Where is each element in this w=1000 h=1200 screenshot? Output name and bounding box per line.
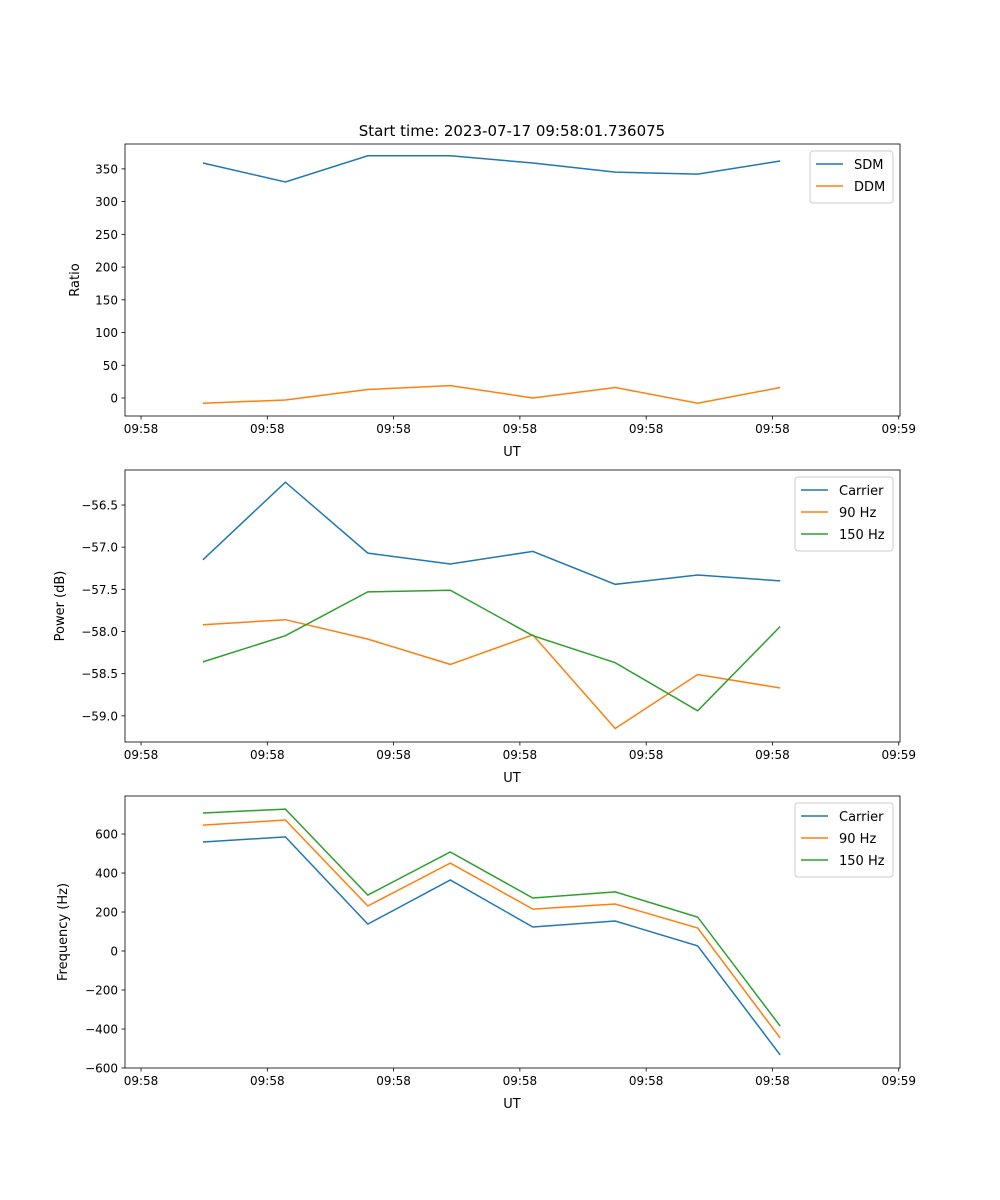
legend-label: 150 Hz	[839, 528, 885, 543]
y-axis-label-3: Frequency (Hz)	[56, 883, 71, 981]
x-tick-label: 09:58	[755, 422, 790, 436]
series-line-150-hz	[202, 589, 781, 712]
legend-label: 90 Hz	[839, 832, 876, 847]
y-tick-label: −400	[85, 1023, 118, 1037]
x-tick-label: 09:58	[124, 748, 159, 762]
x-tick-label: 09:58	[376, 1074, 411, 1088]
x-tick-label: 09:58	[629, 1074, 664, 1088]
x-tick-label: 09:58	[755, 1074, 790, 1088]
y-tick-label: −56.5	[81, 499, 118, 513]
legend-label: SDM	[854, 158, 883, 173]
series-line-90-hz	[202, 618, 781, 730]
series-line-carrier	[202, 481, 781, 586]
x-tick-label: 09:58	[503, 422, 538, 436]
series-line-carrier	[202, 836, 781, 1056]
y-tick-label: 100	[95, 326, 118, 340]
y-tick-label: −58.0	[81, 625, 118, 639]
series-line-150-hz	[202, 808, 781, 1027]
y-axis-label-2: Power (dB)	[53, 571, 68, 642]
legend-label: 150 Hz	[839, 854, 885, 869]
y-tick-label: −59.0	[81, 709, 118, 723]
plot-frame	[124, 469, 901, 743]
x-axis-label-2: UT	[503, 771, 521, 786]
legend-label: Carrier	[839, 810, 884, 825]
legend-label: Carrier	[839, 484, 884, 499]
y-tick-label: 400	[95, 867, 118, 881]
x-tick-label: 09:58	[250, 1074, 285, 1088]
x-tick-label: 09:59	[881, 748, 916, 762]
y-tick-label: 0	[110, 391, 118, 405]
x-tick-label: 09:58	[250, 748, 285, 762]
y-axis-label-1: Ratio	[68, 263, 83, 296]
y-tick-label: −58.5	[81, 667, 118, 681]
x-tick-label: 09:58	[376, 422, 411, 436]
y-tick-label: 150	[95, 293, 118, 307]
x-tick-label: 09:58	[376, 748, 411, 762]
y-tick-label: −200	[85, 984, 118, 998]
x-tick-label: 09:59	[881, 422, 916, 436]
x-tick-label: 09:58	[503, 1074, 538, 1088]
y-tick-label: 600	[95, 828, 118, 842]
legend-box	[794, 476, 894, 552]
x-tick-label: 09:58	[503, 748, 538, 762]
legend-label: DDM	[854, 180, 885, 195]
y-tick-label: 300	[95, 195, 118, 209]
y-tick-label: 0	[110, 945, 118, 959]
x-tick-label: 09:58	[124, 422, 159, 436]
y-tick-label: 350	[95, 162, 118, 176]
x-tick-label: 09:58	[629, 422, 664, 436]
y-tick-label: −600	[85, 1062, 118, 1076]
chart-title: Start time: 2023-07-17 09:58:01.736075	[359, 122, 665, 140]
x-axis-label-3: UT	[503, 1097, 521, 1112]
series-line-ddm	[202, 384, 781, 404]
legend-label: 90 Hz	[839, 506, 876, 521]
x-tick-label: 09:58	[629, 748, 664, 762]
x-tick-label: 09:58	[755, 748, 790, 762]
legend-box	[794, 802, 894, 878]
y-tick-label: 250	[95, 228, 118, 242]
series-line-sdm	[202, 155, 781, 183]
x-tick-label: 09:58	[124, 1074, 159, 1088]
plot-frame	[124, 795, 901, 1069]
y-tick-label: 200	[95, 261, 118, 275]
y-tick-label: −57.5	[81, 583, 118, 597]
plot-frame	[124, 143, 901, 417]
x-tick-label: 09:58	[250, 422, 285, 436]
x-tick-label: 09:59	[881, 1074, 916, 1088]
y-tick-label: −57.0	[81, 541, 118, 555]
series-line-90-hz	[202, 819, 781, 1039]
y-tick-label: 50	[103, 359, 118, 373]
y-tick-label: 200	[95, 906, 118, 920]
x-axis-label-1: UT	[503, 445, 521, 460]
